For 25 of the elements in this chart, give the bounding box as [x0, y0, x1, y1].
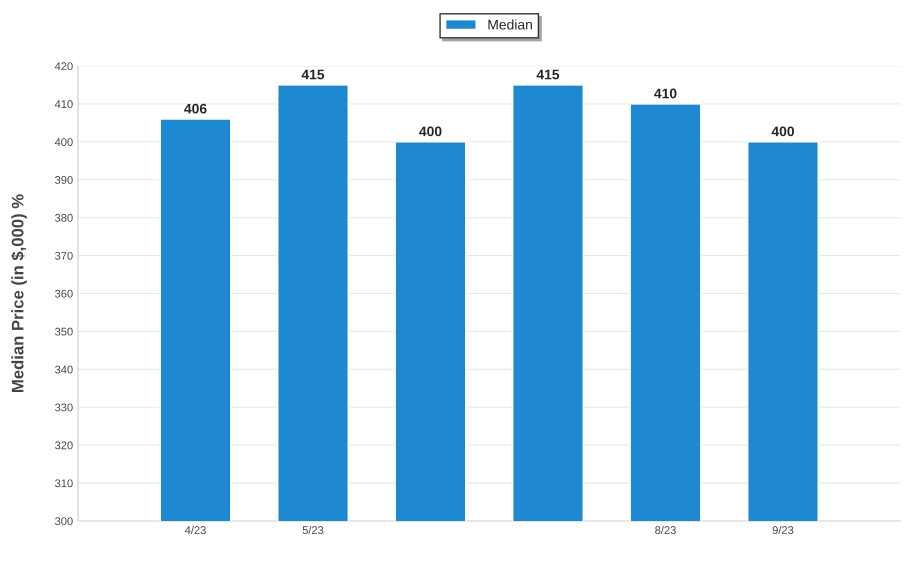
data-label: 415 — [302, 70, 324, 80]
y-tick-label: 420 — [54, 62, 73, 70]
y-tick-label: 320 — [55, 441, 73, 450]
data-label: 400 — [772, 126, 794, 136]
data-label: 406 — [184, 104, 207, 114]
x-tick-label: 9/23 — [772, 526, 794, 534]
x-tick-label: 8/23 — [655, 526, 676, 534]
y-tick-label: 340 — [55, 366, 73, 374]
y-axis-title: Median Price (in $,000) % — [10, 194, 27, 392]
y-tick-label: 370 — [55, 252, 73, 260]
legend-label: Median — [488, 19, 532, 30]
y-tick-label: 390 — [55, 176, 73, 184]
y-tick-label: 360 — [55, 290, 73, 298]
y-tick-label: 410 — [54, 100, 73, 108]
y-tick-label: 400 — [54, 138, 73, 146]
x-tick-label: 5/23 — [302, 526, 324, 534]
y-tick-label: 350 — [55, 328, 73, 336]
y-tick-label: 310 — [55, 479, 73, 488]
data-label: 400 — [419, 126, 442, 136]
y-tick-label: 330 — [55, 404, 73, 412]
data-label: 415 — [536, 70, 560, 80]
data-label: 410 — [654, 88, 676, 98]
y-tick-label: 300 — [55, 517, 73, 526]
y-tick-label: 380 — [55, 214, 73, 222]
x-tick-label: 4/23 — [184, 526, 206, 534]
